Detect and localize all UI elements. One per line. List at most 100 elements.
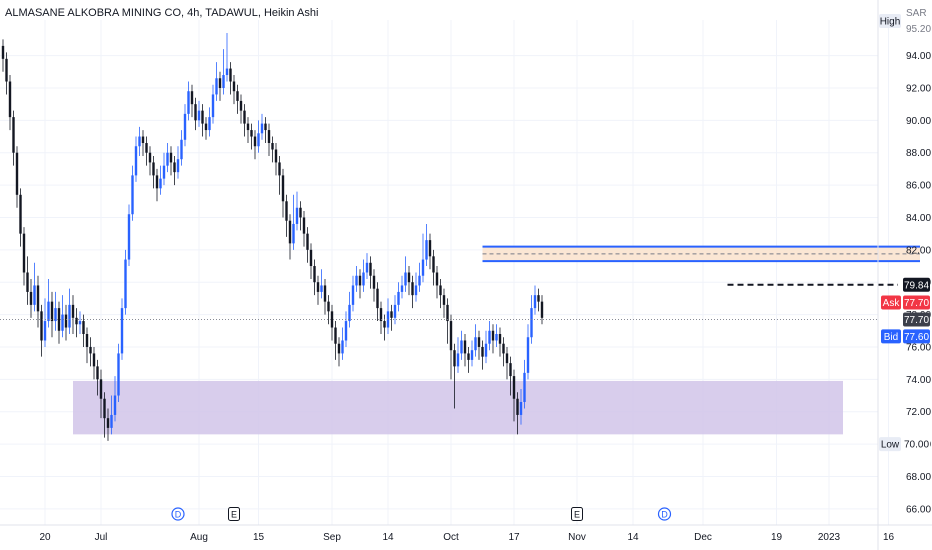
high-label-text: High [880, 17, 901, 28]
demand-zone [73, 380, 843, 435]
price-tick-label: 88.00 [906, 148, 931, 159]
candle-body [54, 308, 57, 322]
candle-body [519, 401, 523, 415]
candle-body [187, 91, 190, 114]
candle-body [29, 291, 33, 305]
candle-body [379, 308, 383, 322]
candle-body [418, 275, 421, 286]
earnings-marker[interactable] [571, 507, 583, 521]
candle-body [271, 143, 274, 150]
candle-body [397, 291, 400, 305]
ask-value-tag [903, 295, 930, 310]
last-value-text: 77.70 [904, 315, 929, 326]
candle-body [509, 363, 512, 377]
candle-body [131, 175, 134, 215]
candle-body [15, 152, 19, 195]
candles [1, 32, 544, 441]
candle-body [82, 321, 85, 335]
candle-body [85, 334, 89, 347]
candle-body [411, 282, 414, 296]
candle-body [292, 223, 295, 244]
time-tick-label: Dec [694, 532, 712, 543]
candle-body [502, 343, 505, 354]
candle-body [222, 75, 225, 88]
candle-body [484, 343, 488, 357]
ask-label-text: Ask [883, 298, 901, 309]
candle-body [442, 295, 446, 305]
candle-body [460, 340, 463, 354]
time-tick-label: 19 [771, 532, 783, 543]
candle-body [40, 311, 43, 341]
candle-body [421, 259, 425, 276]
candle-body [89, 346, 92, 354]
candle-body [474, 337, 477, 351]
candle-body [127, 214, 131, 260]
candle-body [337, 343, 341, 354]
candle-body [323, 285, 327, 302]
candle-body [260, 123, 264, 134]
candle-body [253, 136, 257, 147]
time-tick-label: 16 [883, 532, 895, 543]
candle-body [344, 321, 348, 341]
price-tick-label: 66.00 [906, 504, 931, 515]
candle-body [428, 240, 432, 257]
earnings-marker[interactable] [228, 507, 240, 521]
time-tick-label: 17 [508, 532, 520, 543]
candle-body [334, 327, 337, 344]
candle-body [393, 304, 397, 318]
candle-body [470, 350, 474, 360]
price-tick-label: 86.00 [906, 181, 931, 192]
dividend-marker[interactable] [171, 507, 185, 521]
candle-body [404, 272, 407, 286]
candle-body [64, 314, 68, 328]
candle-body [537, 295, 540, 302]
dividend-marker[interactable] [657, 507, 672, 521]
candle-body [138, 136, 141, 147]
candle-body [456, 353, 460, 367]
time-axis[interactable]: 20 Jul Aug 15 Sep 14 Oct 17 Nov 14 Dec 19 2023 16 [0, 524, 932, 543]
candle-body [8, 81, 12, 118]
candle-body [425, 240, 428, 260]
candle-body [99, 379, 103, 399]
candle-body [124, 259, 127, 309]
candle-body [463, 340, 467, 354]
candle-body [208, 117, 211, 131]
candle-body [390, 311, 393, 318]
candle-body [173, 162, 176, 173]
time-tick-label: 14 [382, 532, 394, 543]
candle-body [113, 395, 117, 415]
candle-body [162, 165, 166, 179]
bid-label-text: Bid [884, 332, 898, 343]
candle-body [78, 321, 82, 325]
candle-body [302, 217, 306, 234]
price-tick-label: 90.00 [906, 116, 931, 127]
candle-body [365, 262, 369, 273]
price-tick-label: 72.00 [906, 407, 931, 418]
candle-body [22, 233, 26, 273]
candle-body [320, 285, 323, 292]
candle-body [285, 201, 288, 221]
price-axis[interactable]: 94.0092.0090.0088.0086.0084.0082.0080.00… [877, 0, 931, 550]
candle-body [152, 162, 155, 176]
price-tick-label: 94.00 [906, 51, 931, 62]
candle-body [439, 285, 442, 296]
candle-body [341, 340, 344, 354]
candle-body [467, 353, 470, 360]
candle-body [57, 308, 61, 331]
low-value-tag [903, 437, 930, 452]
candle-body [5, 58, 8, 82]
candle-body [194, 104, 197, 121]
candle-body [176, 159, 180, 173]
candle-body [278, 162, 281, 176]
candle-body [530, 308, 533, 338]
candle-body [33, 285, 36, 305]
candle-body [288, 220, 292, 244]
dividend-marker-label: D [661, 510, 668, 520]
candle-body [229, 68, 232, 82]
candle-body [148, 152, 152, 163]
candle-body [92, 353, 96, 367]
candle-body [96, 366, 99, 380]
time-tick-label: Jul [95, 532, 108, 543]
candle-body [68, 304, 71, 328]
